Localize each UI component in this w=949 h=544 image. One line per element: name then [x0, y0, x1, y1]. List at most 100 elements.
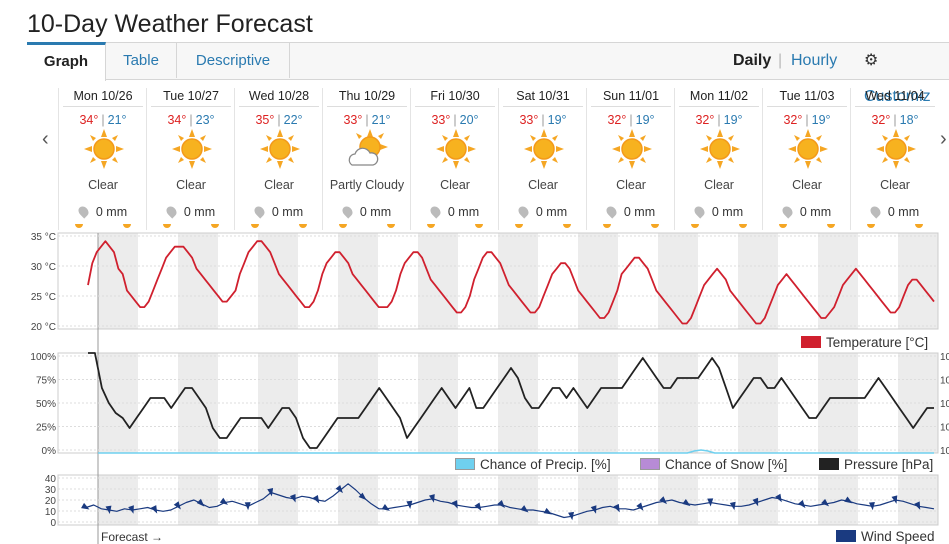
night-band [818, 233, 858, 329]
sunrise-icon [603, 224, 611, 228]
y-tick-label: 0% [42, 446, 57, 457]
y-tick-label: 10 [45, 507, 57, 518]
day-condition: Clear [704, 178, 734, 192]
temperature-line [87, 240, 935, 325]
customize-button[interactable]: ⚙ Customiz [864, 43, 949, 105]
y-tick-label: 30 °C [31, 262, 56, 273]
y-tick-label: 0 [50, 518, 56, 529]
precip-line [98, 449, 934, 454]
day-condition: Clear [792, 178, 822, 192]
day-column[interactable]: Mon 10/26 34° | 21° Clear 0 mm [58, 88, 147, 230]
day-precip: 0 mm [675, 204, 763, 219]
day-column[interactable]: Tue 11/03 32° | 19° Clear 0 mm [762, 88, 851, 230]
sunrise-icon [867, 224, 875, 228]
wind-direction-arrow [219, 497, 228, 505]
wind-speed-line [85, 483, 935, 519]
day-temps: 34° | 23° [167, 113, 215, 127]
high-temp: 32° [695, 113, 715, 127]
high-temp: 35° [255, 113, 275, 127]
sunrise-icon [75, 224, 83, 228]
sunset-icon [123, 224, 131, 228]
day-temps: 32° | 19° [783, 113, 831, 127]
sunset-icon [387, 224, 395, 228]
wind-direction-arrow [520, 505, 529, 513]
divider [327, 106, 407, 107]
wind-direction-arrow [613, 503, 620, 513]
legend-wind-label: Wind Speed [861, 529, 935, 544]
day-temps: 33° | 19° [519, 113, 567, 127]
mode-separator: | [778, 52, 783, 69]
daily-mode[interactable]: Daily [733, 52, 772, 69]
day-date: Wed 10/28 [248, 89, 310, 103]
wind-direction-arrow [844, 496, 853, 504]
legend-precip: Chance of Precip. [%] [455, 457, 611, 472]
precip-amount: 0 mm [535, 205, 568, 219]
day-column[interactable]: Sat 10/31 33° | 19° Clear 0 mm [498, 88, 587, 230]
day-condition: Clear [88, 178, 118, 192]
day-precip: 0 mm [323, 204, 411, 219]
high-temp: 33° [519, 113, 539, 127]
day-column[interactable]: Wed 11/04 32° | 18° Clear 0 mm [850, 88, 939, 230]
day-condition: Clear [264, 178, 294, 192]
precip-amount: 0 mm [623, 205, 656, 219]
high-temp: 34° [167, 113, 187, 127]
page-title: 10-Day Weather Forecast [27, 10, 313, 38]
day-precip: 0 mm [411, 204, 499, 219]
partly-cloudy-icon [348, 129, 388, 169]
wind-direction-arrow [196, 498, 205, 507]
precip-amount: 0 mm [95, 205, 128, 219]
day-precip: 0 mm [235, 204, 323, 219]
low-temp: 19° [811, 113, 831, 127]
day-column[interactable]: Thu 10/29 33° | 21° Partly Cloudy 0 mm [322, 88, 411, 230]
sun-icon [260, 129, 300, 169]
tab-graph[interactable]: Graph [27, 42, 106, 81]
precip-amount: 0 mm [711, 205, 744, 219]
day-condition: Clear [440, 178, 470, 192]
day-condition: Clear [616, 178, 646, 192]
wind-direction-arrow [775, 493, 782, 503]
forecast-marker: Forecast → [101, 530, 164, 544]
day-date: Sun 11/01 [602, 89, 660, 103]
sunrise-icon [251, 224, 259, 228]
day-column[interactable]: Sun 11/01 32° | 19° Clear 0 mm [586, 88, 675, 230]
low-temp: 21° [371, 113, 391, 127]
divider [151, 106, 231, 107]
legend-temperature: Temperature [°C] [801, 335, 928, 350]
wind-swatch [836, 530, 856, 542]
wind-direction-arrow [636, 502, 644, 511]
divider [679, 106, 759, 107]
high-temp: 32° [607, 113, 627, 127]
high-temp: 33° [431, 113, 451, 127]
day-column[interactable]: Tue 10/27 34° | 23° Clear 0 mm [146, 88, 235, 230]
sunrise-icon [339, 224, 347, 228]
day-column[interactable]: Wed 10/28 35° | 22° Clear 0 mm [234, 88, 323, 230]
day-column[interactable]: Mon 11/02 32° | 19° Clear 0 mm [674, 88, 763, 230]
sunrise-icon [779, 224, 787, 228]
sun-icon [524, 129, 564, 169]
night-band [418, 233, 458, 329]
hourly-mode[interactable]: Hourly [791, 52, 838, 69]
day-column[interactable]: Fri 10/30 33° | 20° Clear 0 mm [410, 88, 499, 230]
day-temps: 32° | 18° [871, 113, 919, 127]
night-band [98, 233, 138, 329]
low-temp: 19° [547, 113, 567, 127]
wind-direction-arrow [891, 495, 898, 504]
wind-direction-arrow [81, 502, 90, 510]
sun-icon [700, 129, 740, 169]
next-arrow[interactable]: › [940, 128, 947, 150]
night-band [258, 233, 298, 329]
legend-temperature-label: Temperature [°C] [826, 335, 929, 350]
right-tick-label: 10 [940, 446, 949, 457]
wind-direction-arrow [381, 504, 391, 511]
wind-direction-arrow [173, 501, 181, 510]
y-tick-label: 50% [36, 399, 56, 410]
tab-table[interactable]: Table [106, 43, 177, 78]
divider [63, 106, 143, 107]
wind-direction-arrow [659, 496, 668, 505]
day-precip: 0 mm [59, 204, 147, 219]
prev-arrow[interactable]: ‹ [42, 128, 49, 150]
night-band [498, 233, 538, 329]
low-temp: 22° [283, 113, 303, 127]
tab-descriptive[interactable]: Descriptive [177, 43, 290, 78]
sun-icon [612, 129, 652, 169]
